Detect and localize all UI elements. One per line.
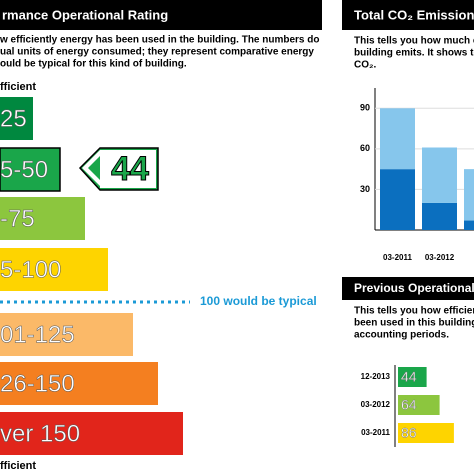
bar-segment xyxy=(380,108,415,170)
rating-title: rmance Operational Rating xyxy=(2,7,168,22)
description-line: CO₂. xyxy=(354,60,376,71)
co2-title: Total CO₂ Emissions xyxy=(354,7,474,22)
bar xyxy=(398,423,454,443)
header-bar xyxy=(342,0,474,30)
description-line: been used in this building ov xyxy=(354,318,474,329)
y-tick-label: 12-2013 xyxy=(361,372,391,381)
x-tick-label: 03-2011 xyxy=(383,253,412,262)
rating-band xyxy=(0,313,133,356)
description-line: This tells you how efficienti xyxy=(354,306,474,317)
bar xyxy=(398,367,427,387)
rating-band xyxy=(0,147,61,192)
bar xyxy=(398,395,440,415)
value-label: 44 xyxy=(401,369,417,385)
band-label: ver 150 xyxy=(0,420,80,447)
description-line: ual units of energy consumed; they repre… xyxy=(0,47,314,58)
bar-segment xyxy=(422,147,457,203)
typical-label: 100 would be typical xyxy=(200,294,317,308)
band-label: 5-50 xyxy=(0,156,48,183)
value-label: 64 xyxy=(401,397,417,413)
rating-band xyxy=(0,362,158,405)
rating-value: 44 xyxy=(111,150,149,188)
bottom-label: fficient xyxy=(0,460,36,472)
y-tick-label: 03-2011 xyxy=(361,428,390,437)
arrow-tip xyxy=(88,156,100,180)
rating-band xyxy=(0,248,108,291)
description-line: building emits. It shows ton xyxy=(354,48,474,59)
rating-box xyxy=(100,150,156,188)
description-line: accounting periods. xyxy=(354,330,449,341)
rating-band xyxy=(0,412,183,455)
x-tick-label: 03-2012 xyxy=(425,253,455,262)
bar-segment xyxy=(464,220,474,230)
band-label: 5-100 xyxy=(0,256,61,283)
description-line: This tells you how much ca xyxy=(354,36,474,47)
y-tick-label: 03-2012 xyxy=(361,400,391,409)
band-label: 25 xyxy=(0,105,27,132)
value-label: 86 xyxy=(401,425,417,441)
description-line: w efficiently energy has been used in th… xyxy=(0,35,320,46)
header-bar xyxy=(342,277,474,300)
bar-segment xyxy=(380,169,415,230)
band-label: -75 xyxy=(0,205,35,232)
bar-segment xyxy=(422,202,457,230)
band-label: 26-150 xyxy=(0,370,75,397)
top-label: fficient xyxy=(0,81,36,93)
y-tick-label: 90 xyxy=(360,103,370,113)
y-tick-label: 30 xyxy=(360,184,370,194)
y-tick-label: 60 xyxy=(360,143,370,153)
rating-band xyxy=(0,197,85,240)
description-line: ould be typical for this kind of buildin… xyxy=(0,59,187,70)
header-bar xyxy=(0,0,322,30)
bar-segment xyxy=(464,169,474,221)
previous-title: Previous Operational xyxy=(354,281,474,295)
rating-band xyxy=(0,97,33,140)
band-label: 01-125 xyxy=(0,321,75,348)
